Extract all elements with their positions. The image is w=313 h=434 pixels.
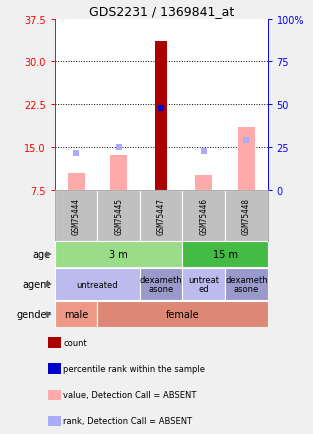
Bar	[182, 190, 225, 241]
Bar	[48, 390, 61, 400]
Bar	[97, 190, 140, 241]
Text: 3 m: 3 m	[109, 250, 128, 260]
Text: male: male	[64, 309, 88, 319]
Text: female: female	[166, 309, 199, 319]
Title: GDS2231 / 1369841_at: GDS2231 / 1369841_at	[89, 5, 234, 18]
Text: value, Detection Call = ABSENT: value, Detection Call = ABSENT	[63, 390, 197, 399]
Bar	[48, 416, 61, 426]
Bar	[55, 302, 97, 327]
Text: dexameth
asone: dexameth asone	[140, 275, 182, 294]
Text: agent: agent	[22, 279, 50, 289]
Text: GSM75444: GSM75444	[72, 197, 80, 234]
Bar	[55, 190, 97, 241]
Bar	[225, 190, 268, 241]
Bar	[195, 176, 212, 190]
Bar	[140, 269, 182, 300]
Bar	[140, 190, 182, 241]
Text: GSM75446: GSM75446	[199, 197, 208, 234]
Text: untreated: untreated	[77, 280, 118, 289]
Bar	[155, 42, 167, 190]
Bar	[48, 338, 61, 348]
Text: GSM75445: GSM75445	[114, 197, 123, 234]
Text: untreat
ed: untreat ed	[188, 275, 219, 294]
Bar	[48, 364, 61, 374]
Bar	[68, 173, 85, 190]
Text: GSM75448: GSM75448	[242, 197, 251, 234]
Text: count: count	[63, 338, 87, 347]
Text: percentile rank within the sample: percentile rank within the sample	[63, 364, 205, 373]
Text: gender: gender	[16, 309, 50, 319]
Bar	[182, 269, 225, 300]
Bar	[182, 242, 268, 267]
Text: GSM75447: GSM75447	[157, 197, 166, 234]
Bar	[238, 128, 255, 190]
Bar	[225, 269, 268, 300]
Text: dexameth
asone: dexameth asone	[225, 275, 268, 294]
Bar	[97, 302, 268, 327]
Bar	[55, 242, 182, 267]
Text: rank, Detection Call = ABSENT: rank, Detection Call = ABSENT	[63, 416, 192, 425]
Bar	[55, 269, 140, 300]
Bar	[110, 156, 127, 190]
Text: 15 m: 15 m	[213, 250, 238, 260]
Text: age: age	[32, 250, 50, 260]
